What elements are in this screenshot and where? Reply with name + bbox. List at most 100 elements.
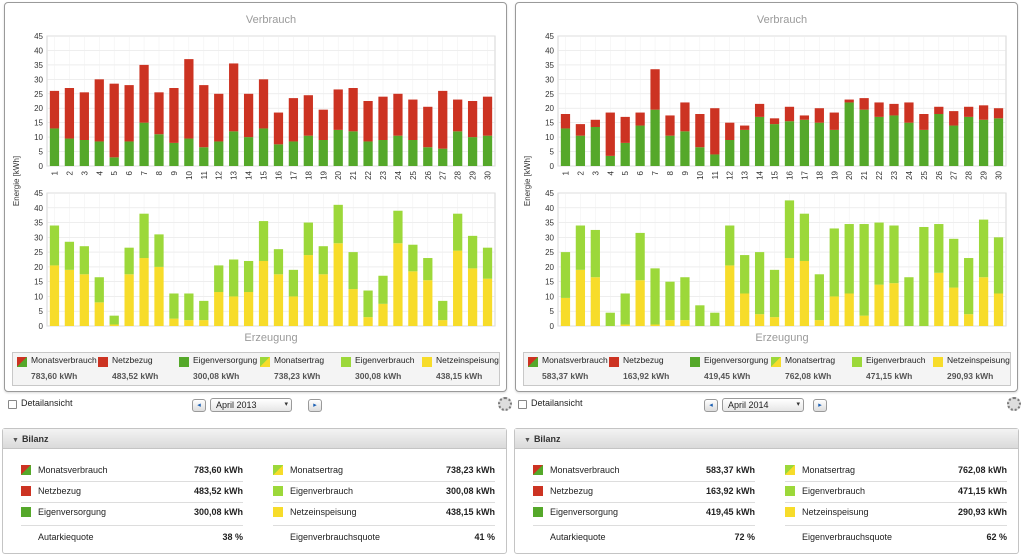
bilanz-value: 738,23 kWh xyxy=(445,465,495,475)
next-month-button[interactable]: ▸ xyxy=(813,399,827,412)
bar-netzbezug xyxy=(124,85,134,142)
bar-eigenversorgung xyxy=(348,131,358,166)
legend-label: Eigenverbrauch xyxy=(355,355,415,365)
bar-netzbezug xyxy=(680,102,690,132)
x-tick-label: 23 xyxy=(890,170,899,179)
month-select[interactable]: April 2014 ▾ xyxy=(722,398,804,412)
bar-netzeinspeisung xyxy=(124,274,134,326)
bar-netzeinspeisung xyxy=(993,293,1004,326)
gear-icon[interactable] xyxy=(498,397,512,411)
prev-month-button[interactable]: ◂ xyxy=(704,399,718,412)
bar-netzeinspeisung xyxy=(934,272,944,326)
bilanz-swatch xyxy=(21,486,31,496)
bilanz-header[interactable]: ▼ Bilanz xyxy=(3,429,506,449)
legend-label: Netzeinspeisung xyxy=(436,355,499,365)
bar-eigenverbrauch xyxy=(333,204,343,244)
divider xyxy=(533,481,755,482)
y-tick-label: 40 xyxy=(545,46,554,55)
bar-netzeinspeisung xyxy=(423,280,433,326)
y-tick-label: 15 xyxy=(34,119,43,128)
bilanz-row: Netzeinspeisung 290,93 kWh xyxy=(785,504,1007,522)
y-tick-label: 45 xyxy=(34,189,43,198)
bar-netzbezug xyxy=(303,95,313,136)
gear-icon[interactable] xyxy=(1007,397,1021,411)
y-tick-label: 5 xyxy=(39,148,44,157)
legend-label: Eigenverbrauch xyxy=(866,355,926,365)
bar-eigenverbrauch xyxy=(79,246,89,275)
bar-eigenverbrauch xyxy=(348,252,358,290)
bar-netzeinspeisung xyxy=(94,302,104,326)
y-tick-label: 10 xyxy=(545,292,554,301)
bilanz-value: 471,15 kWh xyxy=(957,486,1007,496)
bar-eigenversorgung xyxy=(303,135,313,166)
y-tick-label: 45 xyxy=(34,32,43,41)
bar-eigenverbrauch xyxy=(154,234,164,267)
bar-eigenversorgung xyxy=(273,144,284,166)
x-tick-label: 22 xyxy=(364,170,373,179)
bar-netzbezug xyxy=(904,102,914,123)
legend-swatch xyxy=(852,357,862,367)
bar-netzbezug xyxy=(710,108,720,155)
month-select[interactable]: April 2013 ▾ xyxy=(210,398,292,412)
legend-value: 583,37 kWh xyxy=(542,371,589,381)
bilanz-value: 62 % xyxy=(986,532,1007,542)
controls-2013: Detailansicht ◂ April 2013 ▾ ▸ xyxy=(6,397,512,415)
bar-netzbezug xyxy=(695,114,705,148)
bar-netzbezug xyxy=(949,111,959,126)
x-tick-label: 5 xyxy=(110,170,119,175)
bilanz-row: Netzbezug 163,92 kWh xyxy=(533,483,755,501)
bar-eigenversorgung xyxy=(978,119,989,166)
bar-netzbezug xyxy=(378,96,388,140)
bar-netzbezug xyxy=(94,79,104,142)
bar-netzbezug xyxy=(754,103,765,117)
bilanz-value: 41 % xyxy=(474,532,495,542)
y-tick-label: 30 xyxy=(34,75,43,84)
bar-netzeinspeisung xyxy=(318,274,328,326)
bar-netzbezug xyxy=(919,114,929,130)
bar-netzbezug xyxy=(993,108,1004,119)
bilanz-row: Monatsverbrauch 583,37 kWh xyxy=(533,462,755,480)
x-tick-label: 5 xyxy=(621,170,630,175)
next-month-button[interactable]: ▸ xyxy=(308,399,322,412)
bar-eigenverbrauch xyxy=(710,312,720,326)
bar-eigenversorgung xyxy=(229,131,239,166)
chart-legend-2013: Monatsverbrauch 783,60 kWh Netzbezug 483,52… xyxy=(12,352,500,386)
x-tick-label: 19 xyxy=(319,170,328,179)
bar-netzbezug xyxy=(64,88,75,139)
detail-checkbox[interactable] xyxy=(518,400,527,409)
bar-eigenverbrauch xyxy=(964,258,974,315)
bar-eigenversorgung xyxy=(844,102,854,166)
bar-netzbezug xyxy=(288,98,299,142)
y-tick-label: 45 xyxy=(545,189,554,198)
x-tick-label: 28 xyxy=(454,170,463,179)
detail-checkbox[interactable] xyxy=(8,400,17,409)
bilanz-header[interactable]: ▼ Bilanz xyxy=(515,429,1018,449)
plot-area-verbrauch xyxy=(46,35,496,167)
bilanz-label: Netzeinspeisung xyxy=(802,507,869,517)
bar-eigenversorgung xyxy=(94,141,104,166)
bar-eigenverbrauch xyxy=(139,213,149,259)
x-tick-label: 14 xyxy=(245,170,254,179)
legend-swatch xyxy=(260,357,270,367)
bar-eigenverbrauch xyxy=(665,281,675,321)
bar-netzbezug xyxy=(650,69,660,110)
legend-item: Netzeinspeisung 438,15 kWh xyxy=(418,353,499,387)
x-tick-label: 13 xyxy=(230,170,239,179)
legend-label: Netzbezug xyxy=(623,355,664,365)
bar-netzbezug xyxy=(139,64,149,123)
bar-eigenverbrauch xyxy=(725,225,735,266)
bilanz-label: Monatsverbrauch xyxy=(38,465,108,475)
x-tick-label: 17 xyxy=(289,170,298,179)
bar-eigenverbrauch xyxy=(64,241,75,270)
bilanz-row: Monatsertrag 762,08 kWh xyxy=(785,462,1007,480)
y-tick-label: 0 xyxy=(39,162,44,171)
prev-month-button[interactable]: ◂ xyxy=(192,399,206,412)
bar-netzbezug xyxy=(214,93,224,142)
bar-eigenverbrauch xyxy=(408,244,418,272)
legend-label: Monatsverbrauch xyxy=(542,355,608,365)
x-tick-label: 17 xyxy=(800,170,809,179)
y-tick-label: 30 xyxy=(545,233,554,242)
x-tick-label: 9 xyxy=(170,170,179,175)
bar-netzbezug xyxy=(273,112,284,145)
bar-netzbezug xyxy=(229,63,239,132)
